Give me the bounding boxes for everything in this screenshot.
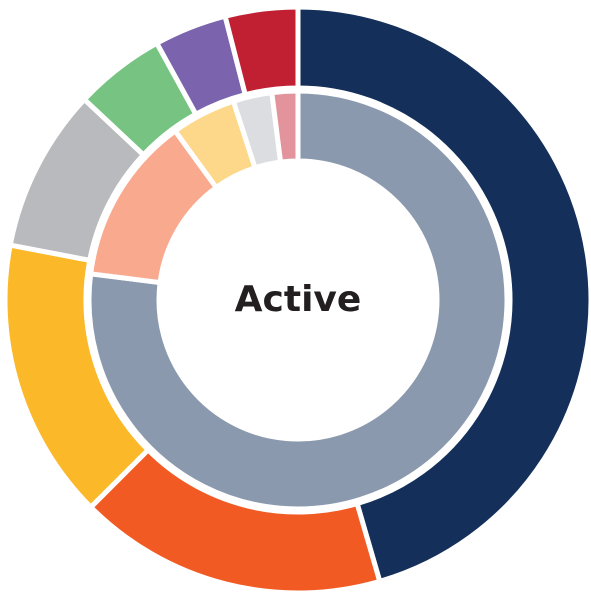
center-label: Active <box>235 279 362 320</box>
donut-segment <box>269 88 301 165</box>
rings <box>2 4 591 596</box>
donut-segment <box>295 4 591 585</box>
donut-segment <box>86 88 510 512</box>
donut-segment <box>222 4 301 98</box>
